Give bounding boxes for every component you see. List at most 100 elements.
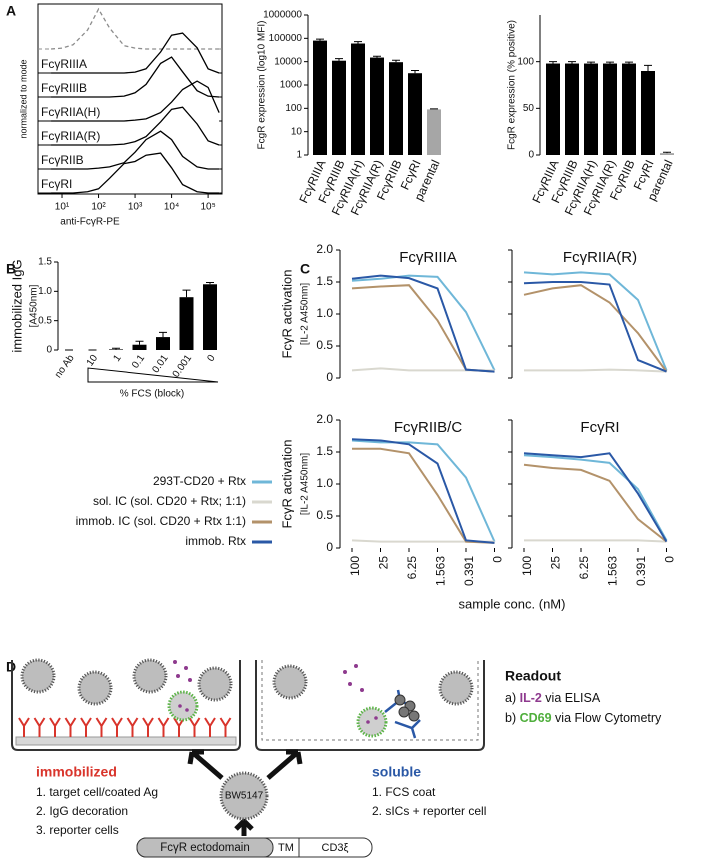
igg	[64, 717, 77, 737]
y-axis-label: [IL-2 A450nm]	[300, 283, 311, 345]
error-bar	[316, 38, 324, 41]
row-label: FcγRIIA(R)	[41, 129, 100, 143]
x-tick-label: no Ab	[53, 353, 77, 381]
igg	[18, 717, 30, 737]
legend-label: immob. IC (sol. CD20 + Rtx 1:1)	[76, 514, 246, 528]
y-tick-label: 1.0	[316, 476, 333, 490]
igg	[126, 717, 139, 737]
error-bar	[625, 61, 633, 64]
igg-layer	[18, 717, 232, 737]
x-tick-label: 10	[85, 353, 101, 369]
readout-title: Readout	[505, 668, 561, 684]
bar	[603, 63, 617, 155]
y-axis-label: normalized to mode	[18, 59, 28, 138]
error-bar	[112, 347, 120, 350]
method-step: 3. reporter cells	[36, 823, 119, 837]
series-line	[351, 438, 495, 544]
series-line	[352, 447, 495, 544]
construct-label: FcγR ectodomain	[160, 842, 249, 854]
igg	[33, 717, 46, 737]
igg	[95, 717, 108, 737]
y-tick-label: 0.5	[316, 508, 333, 522]
bar	[546, 63, 560, 155]
x-tick-label: 10³	[128, 202, 143, 213]
series-line	[523, 281, 667, 373]
legend-label: immob. Rtx	[185, 534, 246, 548]
x-tick-label: 1	[111, 353, 123, 364]
bar	[332, 60, 346, 155]
x-tick-label: 10⁴	[164, 202, 179, 213]
error-bar	[159, 331, 167, 338]
arrow	[187, 749, 224, 780]
series-line	[351, 274, 495, 373]
readout-marker: IL-2	[520, 691, 542, 705]
y-axis-label: FcgR expression (% positive)	[507, 20, 518, 150]
x-tick-label: 6.25	[405, 556, 419, 580]
bar	[351, 43, 365, 155]
x-tick-label: 10²	[91, 202, 106, 213]
bar	[370, 57, 384, 155]
method-step: 2. sICs + reporter cell	[372, 804, 486, 818]
y-tick-label: 100	[285, 103, 302, 114]
readout-item: a) IL-2 via ELISA	[505, 691, 601, 705]
y-tick-label: 100	[517, 56, 534, 67]
y-tick-label: 0	[46, 345, 52, 356]
well-soluble	[255, 660, 485, 751]
x-tick-label: 0	[205, 353, 217, 364]
legend-label: sol. IC (sol. CD20 + Rtx; 1:1)	[93, 494, 246, 508]
igg	[219, 717, 232, 737]
error-bar	[606, 61, 614, 64]
method-step: 1. target cell/coated Ag	[36, 785, 158, 799]
series-line	[524, 368, 667, 373]
panel-title: FcγRIIIA	[399, 249, 457, 266]
panel-title: FcγRIIB/C	[394, 419, 463, 436]
row-label: FcγRIIIA	[41, 57, 87, 71]
bw5147-cell	[219, 771, 269, 821]
cell	[272, 664, 308, 700]
x-tick-label: 10⁵	[200, 202, 215, 213]
y-axis-label: immobilized IgG	[9, 259, 24, 352]
cell	[132, 658, 168, 694]
series-line	[351, 439, 496, 543]
y-tick-label: 2.0	[316, 412, 333, 426]
arrow	[234, 817, 254, 836]
bar	[389, 62, 403, 156]
igg	[111, 717, 123, 737]
row-label: FcγRI	[41, 177, 72, 191]
x-tick-label: 0	[663, 556, 677, 563]
x-tick-label: 0.001	[171, 353, 195, 380]
y-tick-label: 0	[326, 370, 333, 384]
error-bar	[663, 151, 671, 154]
bar	[584, 63, 598, 155]
cell	[77, 670, 113, 706]
row-label: FcγRIIIB	[41, 81, 87, 95]
histogram-curve	[51, 80, 220, 122]
igg	[80, 717, 92, 737]
bar	[427, 109, 441, 155]
plot-frame	[37, 3, 223, 195]
y-axis-label: FcγR activation	[279, 270, 294, 359]
bar	[641, 71, 655, 155]
method-step: 1. FCS coat	[372, 785, 436, 799]
x-tick-label: 10¹	[55, 202, 70, 213]
y-tick-label: 0.5	[316, 338, 333, 352]
histogram-curve	[51, 152, 220, 194]
readout-suffix: via Flow Cytometry	[552, 711, 662, 725]
y-tick-label: 1000	[280, 80, 303, 91]
x-axis-label: % FCS (block)	[120, 389, 184, 400]
error-bar	[568, 61, 576, 64]
construct-ectodomain	[136, 837, 274, 858]
y-axis-label: [A450nm]	[29, 284, 40, 327]
method-title: immobilized	[36, 764, 117, 780]
x-tick-label: 0	[491, 556, 505, 563]
y-tick-label: 50	[523, 103, 535, 114]
y-tick-label: 10	[291, 126, 303, 137]
y-axis-label: FcγR activation	[279, 440, 294, 529]
panel-label: B	[6, 261, 16, 277]
y-tick-label: 1.5	[316, 444, 333, 458]
method-title: soluble	[372, 764, 421, 780]
legend-label: 293T-CD20 + Rtx	[153, 474, 246, 488]
panel-title: FcγRIIA(R)	[563, 249, 637, 266]
y-axis-label: [IL-2 A450nm]	[300, 453, 311, 515]
